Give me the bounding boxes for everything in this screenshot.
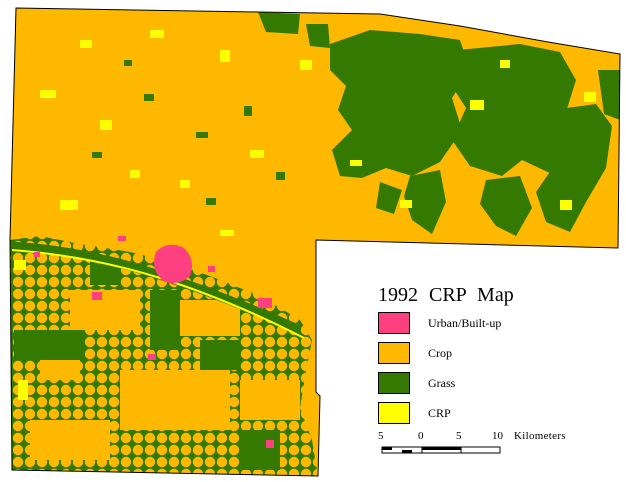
river-crp-strip	[11, 249, 305, 339]
scale-bar-graphic	[381, 446, 501, 454]
scale-tick-label: 5	[378, 430, 384, 442]
grass-region-east	[258, 12, 620, 236]
scale-tick-label: 5	[456, 430, 462, 442]
legend-swatch-crop	[378, 342, 410, 364]
legend-label-crop: Crop	[428, 346, 452, 360]
legend-swatch-grass	[378, 372, 410, 394]
crop-blocks-southwest	[30, 290, 300, 460]
scale-tick-label: 0	[418, 430, 424, 442]
scale-unit-label: Kilometers	[514, 430, 566, 442]
legend-swatch-urban	[378, 312, 410, 334]
legend-swatch-crp	[378, 402, 410, 424]
river-corridor	[10, 241, 302, 335]
legend-item-grass: Grass	[378, 372, 618, 398]
scale-bar: 5 0 5 10 Kilometers	[378, 430, 618, 460]
legend-label-crp: CRP	[428, 406, 451, 420]
legend-title: 1992 CRP Map	[378, 284, 514, 306]
scale-tick-label: 10	[492, 430, 503, 442]
legend-item-crp: CRP	[378, 402, 618, 428]
legend-label-grass: Grass	[428, 376, 456, 390]
legend-item-urban: Urban/Built-up	[378, 312, 618, 338]
urban-areas	[34, 236, 274, 448]
crp-parcels	[14, 30, 596, 400]
legend-item-crop: Crop	[378, 342, 618, 368]
legend-label-urban: Urban/Built-up	[428, 316, 502, 330]
grass-patches-north	[92, 60, 285, 205]
map-legend: 1992 CRP Map Urban/Built-up Crop Grass C…	[378, 284, 618, 474]
region-outline	[9, 7, 621, 477]
